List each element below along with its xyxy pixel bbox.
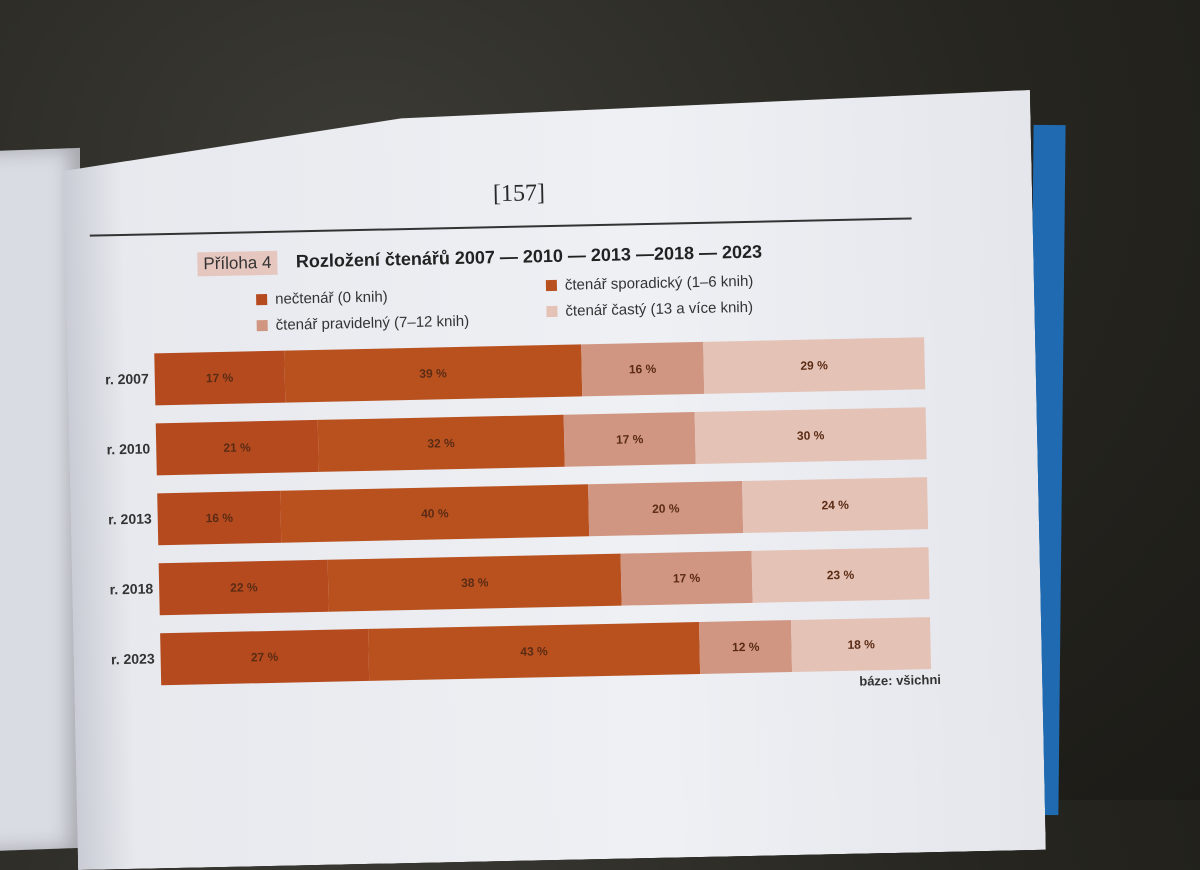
bar-segment: 17 %	[564, 412, 696, 467]
bar-segment: 38 %	[328, 554, 622, 612]
bar-segment: 17 %	[154, 351, 285, 406]
bar-segment: 29 %	[703, 337, 925, 394]
page-content: [157] Příloha 4 Rozložení čtenářů 2007 —…	[83, 151, 1017, 850]
bar-segment: 32 %	[317, 415, 564, 472]
bar-segment: 39 %	[284, 344, 582, 402]
data-label: 29 %	[800, 358, 828, 373]
data-label: 20 %	[651, 501, 680, 516]
bar-segment: 18 %	[791, 617, 931, 672]
data-label: 22 %	[230, 580, 258, 595]
header-rule	[90, 217, 912, 236]
legend-swatch	[257, 320, 268, 331]
bar-segment: 21 %	[156, 420, 319, 475]
legend-item-sporadicky: čtenář sporadický (1–6 knih)	[546, 273, 754, 294]
data-label: 32 %	[427, 436, 455, 451]
legend-label: čtenář častý (13 a více knih)	[565, 298, 754, 320]
data-label: 40 %	[421, 506, 449, 521]
legend-item-nectenar: nečtenář (0 knih)	[256, 288, 388, 308]
data-label: 16 %	[628, 361, 657, 377]
bar-segment: 16 %	[581, 342, 704, 397]
page-number: [157]	[492, 180, 546, 208]
bar-segment: 17 %	[621, 551, 753, 606]
year-label: r. 2013	[107, 510, 152, 528]
bar-segment: 23 %	[751, 547, 929, 603]
year-label: r. 2007	[105, 370, 149, 388]
data-label: 18 %	[847, 637, 876, 652]
data-label: 38 %	[460, 575, 489, 590]
legend-item-pravidelny: čtenář pravidelný (7–12 knih)	[257, 313, 470, 334]
chart-title: Rozložení čtenářů 2007 — 2010 — 2013 —20…	[295, 241, 763, 272]
stacked-bar-chart: r. 2007 17 % 39 % 16 % 29 % r. 2010 21 % 32 % 17…	[92, 327, 960, 715]
year-label: r. 2018	[109, 580, 154, 598]
book-page: [157] Příloha 4 Rozložení čtenářů 2007 —…	[62, 90, 1046, 870]
legend-swatch	[546, 306, 557, 317]
data-label: 39 %	[419, 366, 447, 381]
base-note: báze: všichni	[859, 671, 942, 689]
data-label: 43 %	[520, 644, 548, 659]
bar-segment: 43 %	[368, 622, 700, 681]
bar-segment: 40 %	[280, 484, 589, 542]
chart-header: Příloha 4 Rozložení čtenářů 2007 — 2010 …	[197, 241, 762, 277]
year-label: r. 2010	[106, 440, 151, 458]
appendix-tag: Příloha 4	[197, 251, 278, 277]
bar-segment: 27 %	[160, 629, 369, 685]
data-label: 17 %	[672, 570, 701, 586]
bar-segment: 20 %	[588, 481, 743, 536]
bar-segment: 22 %	[159, 560, 329, 616]
data-label: 17 %	[205, 370, 234, 386]
data-label: 16 %	[205, 510, 234, 526]
legend-label: čtenář pravidelný (7–12 knih)	[275, 312, 470, 334]
legend-label: čtenář sporadický (1–6 knih)	[564, 272, 754, 294]
data-label: 30 %	[796, 428, 825, 443]
data-label: 12 %	[731, 639, 760, 655]
legend-item-casty: čtenář častý (13 a více knih)	[546, 299, 753, 320]
data-label: 27 %	[250, 649, 279, 665]
bar-segment: 30 %	[695, 407, 927, 464]
data-label: 24 %	[821, 497, 849, 513]
data-label: 17 %	[615, 432, 644, 447]
year-label: r. 2023	[110, 650, 155, 668]
legend-label: nečtenář (0 knih)	[274, 288, 388, 308]
data-label: 21 %	[223, 440, 251, 455]
legend-swatch	[546, 280, 557, 291]
bar-segment: 12 %	[699, 620, 792, 674]
bar-segment: 24 %	[742, 477, 928, 533]
legend-swatch	[256, 294, 267, 305]
bar-segment: 16 %	[157, 491, 281, 546]
chart-legend: nečtenář (0 knih) čtenář sporadický (1–6…	[256, 279, 816, 291]
data-label: 23 %	[826, 567, 855, 583]
